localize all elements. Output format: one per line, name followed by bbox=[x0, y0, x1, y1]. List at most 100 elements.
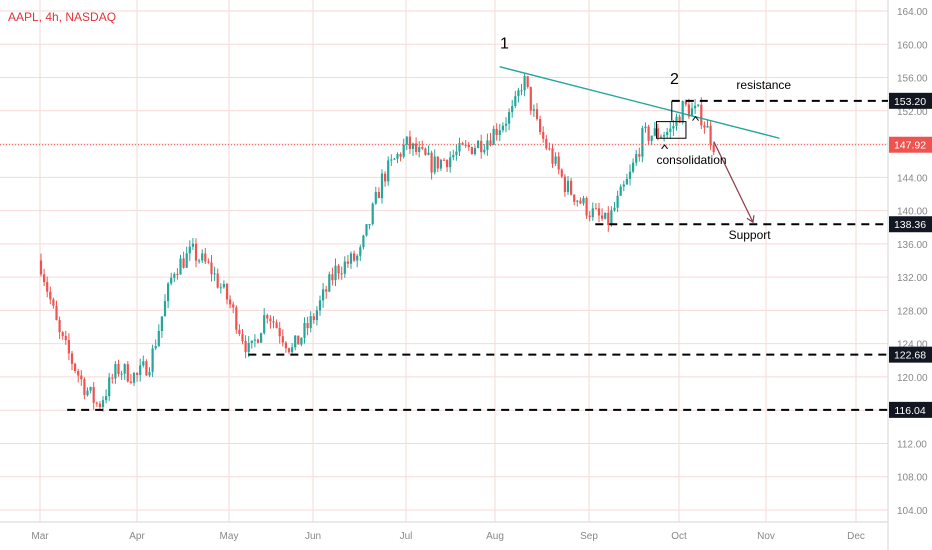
annotation-peak-2: 2 bbox=[670, 71, 679, 88]
candle-body bbox=[396, 153, 399, 159]
candle-body bbox=[588, 215, 591, 218]
candle-body bbox=[632, 162, 635, 172]
candle-body bbox=[449, 157, 452, 168]
candle-body bbox=[399, 153, 402, 157]
candle-body bbox=[591, 208, 594, 218]
candle-body bbox=[123, 364, 126, 374]
candle-body bbox=[64, 336, 67, 341]
projection-arrowhead bbox=[746, 215, 755, 224]
candle-body bbox=[566, 180, 570, 193]
candle-body bbox=[67, 340, 70, 354]
candle-body bbox=[179, 258, 182, 275]
candle-body bbox=[58, 320, 61, 333]
candle-body bbox=[253, 339, 256, 341]
candle-body bbox=[427, 152, 430, 155]
price-tag-label: 122.68 bbox=[894, 350, 926, 362]
candle-body bbox=[120, 373, 123, 375]
candle-body bbox=[154, 346, 157, 349]
x-tick-label: Mar bbox=[31, 531, 49, 542]
candle-body bbox=[275, 322, 278, 328]
candle-body bbox=[163, 301, 167, 317]
candle-body bbox=[700, 104, 703, 126]
candle-body bbox=[117, 364, 120, 374]
candle-body bbox=[666, 131, 669, 136]
candle-body bbox=[365, 224, 368, 236]
candle-body bbox=[480, 140, 483, 153]
x-tick-label: Jul bbox=[400, 531, 413, 542]
candle-body bbox=[483, 149, 486, 153]
candle-body bbox=[594, 208, 597, 210]
x-tick-label: Jun bbox=[305, 531, 321, 542]
candle-body bbox=[557, 156, 560, 170]
candle-body bbox=[74, 363, 77, 372]
x-tick-label: Oct bbox=[671, 531, 687, 542]
candle-body bbox=[173, 273, 176, 278]
candle-body bbox=[622, 184, 625, 187]
consolidation-box bbox=[656, 121, 687, 139]
candle-body bbox=[297, 335, 300, 345]
y-tick-label: 152.00 bbox=[897, 107, 928, 118]
candle-body bbox=[374, 192, 377, 204]
candle-body bbox=[263, 315, 266, 334]
candle-body bbox=[597, 208, 601, 216]
candle-body bbox=[452, 155, 455, 158]
candle-body bbox=[402, 144, 405, 157]
candle-body bbox=[340, 273, 343, 275]
candle-body bbox=[322, 289, 325, 301]
candle-body bbox=[244, 341, 247, 352]
candle-body bbox=[281, 336, 284, 343]
candle-body bbox=[523, 76, 526, 91]
x-tick-label: May bbox=[220, 531, 239, 542]
candle-body bbox=[201, 253, 204, 261]
y-tick-label: 112.00 bbox=[897, 439, 927, 450]
y-tick-label: 164.00 bbox=[897, 7, 928, 18]
candle-body bbox=[86, 390, 89, 396]
candle-body bbox=[570, 180, 573, 195]
candle-body bbox=[424, 148, 427, 155]
candle-body bbox=[235, 307, 238, 330]
candle-body bbox=[405, 136, 408, 145]
candle-body bbox=[256, 339, 260, 343]
candle-body bbox=[647, 126, 650, 141]
candle-body bbox=[579, 200, 582, 204]
candle-body bbox=[83, 379, 86, 396]
candle-body bbox=[504, 123, 508, 126]
candle-body bbox=[291, 347, 294, 353]
candle-body bbox=[185, 253, 188, 268]
candle-body bbox=[563, 176, 566, 193]
candle-body bbox=[619, 186, 622, 196]
candle-body bbox=[706, 125, 709, 128]
candle-body bbox=[387, 160, 390, 182]
candle-body bbox=[446, 159, 449, 168]
candle-body bbox=[55, 305, 58, 321]
candle-body bbox=[535, 109, 539, 120]
y-tick-label: 120.00 bbox=[897, 373, 928, 384]
candle-body bbox=[684, 101, 687, 105]
candle-body bbox=[430, 152, 433, 173]
candle-body bbox=[52, 299, 55, 306]
candle-body bbox=[411, 143, 415, 149]
candle-body bbox=[198, 260, 201, 262]
price-tag bbox=[889, 136, 932, 153]
candle-body bbox=[284, 342, 287, 349]
candle-body bbox=[508, 112, 511, 124]
candle-body bbox=[98, 403, 101, 408]
candle-body bbox=[278, 327, 281, 337]
candle-body bbox=[247, 342, 250, 352]
candle-body bbox=[539, 119, 542, 132]
candle-body bbox=[473, 148, 477, 155]
trend-line bbox=[499, 66, 780, 139]
candle-body bbox=[207, 261, 210, 263]
candle-body bbox=[604, 212, 607, 219]
candle-body bbox=[349, 253, 353, 264]
y-tick-label: 140.00 bbox=[897, 207, 928, 218]
candle-body bbox=[377, 192, 380, 199]
candle-body bbox=[582, 197, 585, 204]
price-tag-label: 138.36 bbox=[894, 219, 926, 231]
candle-body bbox=[260, 333, 263, 343]
candle-body bbox=[551, 148, 554, 164]
candle-body bbox=[232, 304, 235, 308]
candle-body bbox=[334, 265, 337, 281]
